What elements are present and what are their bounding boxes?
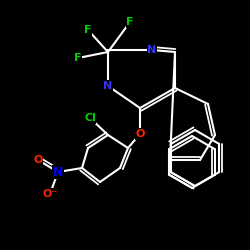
Text: F: F [74,53,82,63]
Text: Cl: Cl [84,113,96,123]
Text: F: F [84,25,92,35]
Text: O: O [33,155,43,165]
Text: O⁻: O⁻ [42,189,58,199]
Text: N: N [53,166,63,178]
Text: O: O [135,129,145,139]
Text: F: F [126,17,134,27]
Text: N: N [148,45,156,55]
Text: N: N [104,81,112,91]
